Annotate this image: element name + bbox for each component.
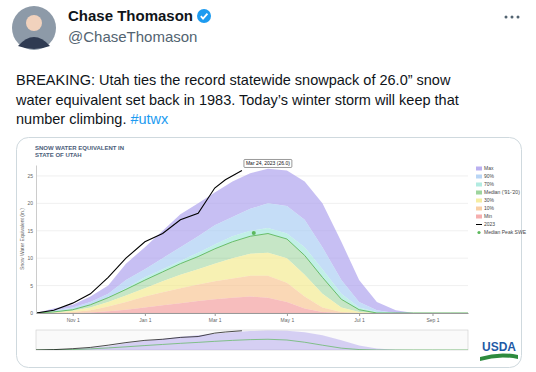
x-tick-mark — [432, 313, 433, 316]
annotation-text: Mar 24, 2023 (26.0) — [246, 160, 290, 166]
logo-swoosh — [480, 353, 518, 361]
y-tick-label: 15 — [27, 228, 33, 234]
legend: Max 90% 70% Median ('91-'20) 30% 10% Min 2023 Me… — [476, 165, 527, 235]
y-tick: 20 — [27, 200, 36, 206]
legend-label: Median Peak SWE — [484, 229, 527, 235]
x-tick: Sep 1 — [426, 313, 439, 323]
annotation: Mar 24, 2023 (26.0) — [244, 159, 292, 167]
band-area — [36, 228, 468, 313]
avatar-body — [18, 37, 50, 49]
y-axis: 0 5 10 15 20 25 — [27, 166, 36, 317]
author-name: Chase Thomason — [68, 7, 193, 24]
tweet-line: water equivalent set back in 1983. Today… — [15, 92, 459, 108]
author-handle: @ChaseThomason — [68, 28, 197, 45]
band-area — [36, 253, 468, 313]
tweet-line: number climbing. — [16, 111, 126, 127]
legend-label: 10% — [484, 205, 495, 211]
band-area — [36, 169, 468, 313]
more-dot — [517, 16, 520, 19]
x-tick: May 1 — [281, 313, 295, 323]
x-tick-mark — [145, 313, 146, 316]
more-button — [505, 16, 520, 19]
legend-swatch — [476, 175, 482, 179]
y-tick-label: 5 — [30, 283, 33, 289]
x-tick: Nov 1 — [67, 313, 80, 323]
badge-check — [201, 14, 208, 19]
chart-title: SNOW WATER EQUIVALENT IN — [35, 145, 124, 151]
x-axis-line — [37, 313, 469, 314]
x-tick-mark — [287, 313, 288, 316]
chart-subtitle: STATE OF UTAH — [35, 152, 82, 158]
more-dot — [505, 16, 508, 19]
hashtag: #utwx — [130, 111, 169, 127]
y-tick-label: 0 — [30, 310, 33, 316]
legend-swatch — [476, 167, 482, 171]
y-tick: 25 — [27, 173, 36, 179]
avatar — [12, 6, 56, 50]
x-axis: Nov 1 Jan 1 Mar 1 May 1 Jul 1 Sep 1 — [37, 313, 469, 323]
y-tick: 15 — [27, 228, 36, 234]
logo-text: USDA — [482, 340, 516, 354]
y-tick-label: 20 — [27, 200, 33, 206]
more-dot — [511, 16, 514, 19]
tweet-line: BREAKING: Utah ties the record statewide… — [16, 72, 451, 88]
y-axis-line — [36, 166, 37, 314]
navigator-frame — [36, 330, 468, 350]
band-area — [36, 276, 468, 313]
x-tick: Jul 1 — [354, 313, 365, 323]
legend-swatch — [476, 224, 482, 225]
legend-swatch — [476, 191, 482, 195]
legend-label: 2023 — [484, 221, 495, 227]
badge-circle — [197, 9, 211, 23]
x-tick-label: Nov 1 — [67, 317, 80, 323]
x-tick: Mar 1 — [209, 313, 222, 323]
avatar-head — [26, 15, 42, 31]
y-axis-title: Snow Water Equivalent (in.) — [19, 208, 25, 270]
band-area — [36, 203, 468, 313]
y-tick-label: 25 — [27, 173, 33, 179]
x-tick: Jan 1 — [139, 313, 151, 323]
navigator-line — [36, 331, 242, 350]
median-line — [36, 234, 468, 313]
x-tick-label: May 1 — [281, 317, 295, 323]
annotation-box — [244, 159, 292, 167]
navigator-line — [36, 339, 468, 350]
y-tick-label: 10 — [27, 255, 33, 261]
legend-swatch — [476, 215, 482, 219]
verified-badge — [197, 9, 211, 23]
tweet-screenshot: Chase Thomason @ChaseThomason BREAKING: Ut… — [0, 0, 536, 372]
series-line — [36, 170, 242, 313]
legend-label: Max — [484, 165, 494, 171]
x-tick-mark — [359, 313, 360, 316]
navigator-area — [36, 331, 468, 350]
legend-label: 70% — [484, 181, 495, 187]
legend-swatch — [476, 207, 482, 211]
band-area — [36, 297, 468, 313]
x-tick-label: Sep 1 — [426, 317, 439, 323]
peak-marker — [252, 231, 256, 235]
legend-label: Median ('91-'20) — [484, 189, 520, 195]
plot-area — [36, 169, 468, 313]
x-tick-mark — [215, 313, 216, 316]
legend-swatch — [476, 199, 482, 203]
band-area — [36, 234, 468, 313]
y-tick: 5 — [30, 283, 36, 289]
x-tick-label: Jan 1 — [139, 317, 151, 323]
legend-swatch — [476, 183, 482, 187]
avatar-bg — [12, 6, 56, 50]
usda-logo: USDA — [480, 340, 518, 361]
legend-swatch — [477, 231, 480, 234]
y-tick: 0 — [30, 310, 36, 316]
card-frame — [17, 138, 522, 368]
legend-label: Min — [484, 213, 492, 219]
navigator — [36, 331, 468, 350]
y-tick: 10 — [27, 255, 36, 261]
tweet-text: BREAKING: Utah ties the record statewide… — [15, 72, 459, 127]
legend-label: 30% — [484, 197, 495, 203]
x-tick-mark — [73, 313, 74, 316]
x-tick-label: Jul 1 — [354, 317, 365, 323]
legend-label: 90% — [484, 173, 495, 179]
x-tick-label: Mar 1 — [209, 317, 222, 323]
